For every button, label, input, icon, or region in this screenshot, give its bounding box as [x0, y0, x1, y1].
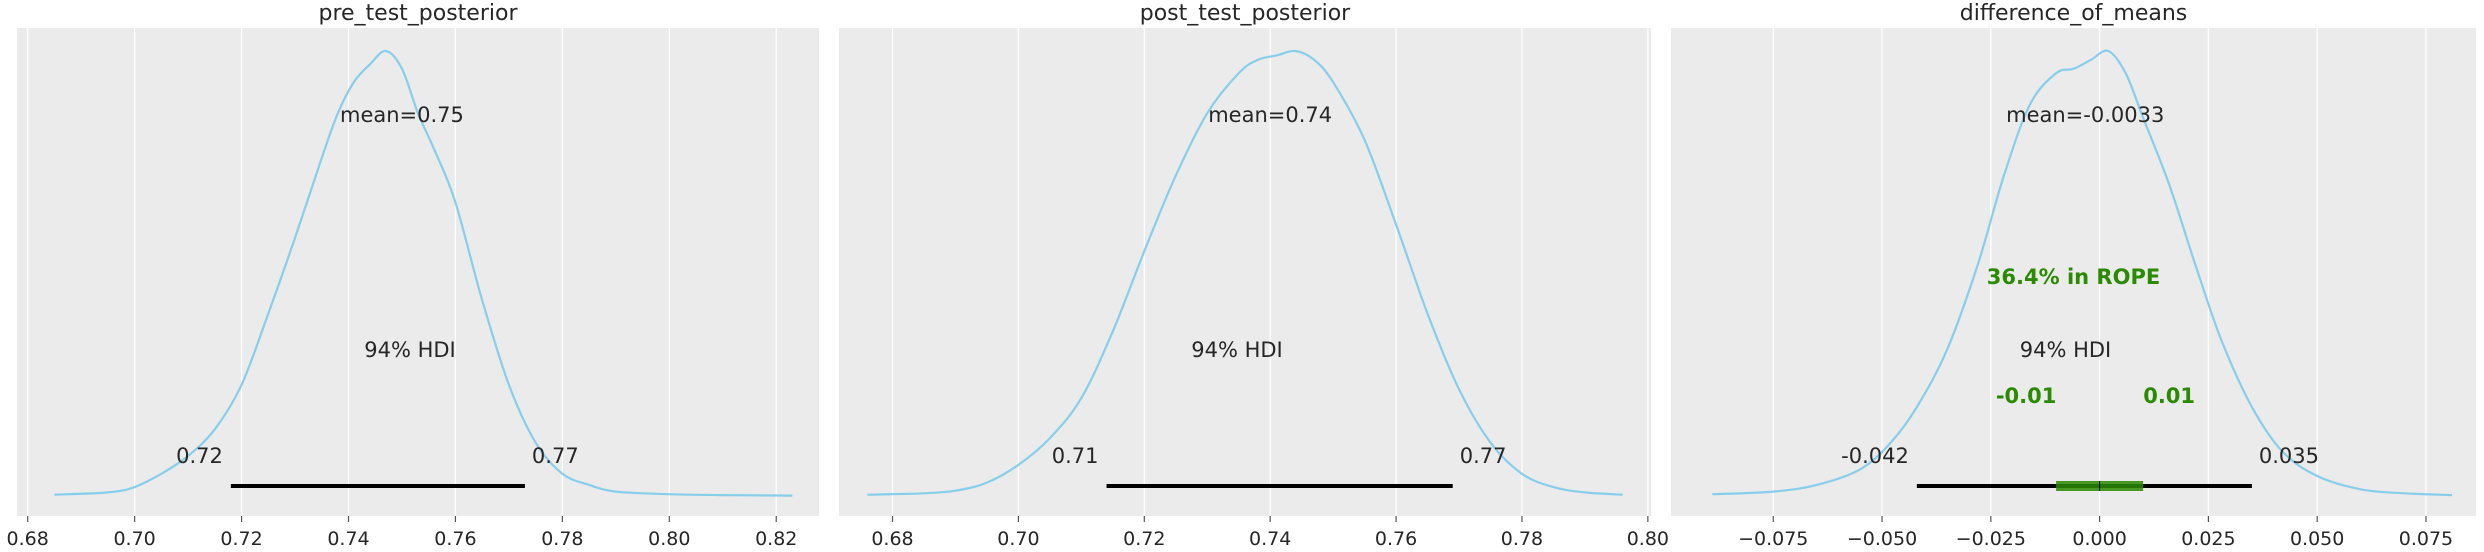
- kde-curve: [54, 49, 793, 497]
- x-tick-label: 0.68: [871, 528, 913, 550]
- x-tick-label: 0.76: [1375, 528, 1417, 550]
- hdi-low-label: 0.72: [176, 444, 223, 468]
- x-tick-label: 0.68: [7, 528, 49, 550]
- x-tick-label: −0.050: [1847, 528, 1917, 550]
- subplot-title: difference_of_means: [1960, 1, 2188, 26]
- x-tick-label: 0.82: [755, 528, 797, 550]
- hdi-low-label: -0.042: [1841, 444, 1909, 468]
- x-tick-label: −0.025: [1956, 528, 2026, 550]
- x-tick-label: 0.72: [220, 528, 262, 550]
- kde-curve: [867, 49, 1623, 496]
- hdi-high-label: 0.77: [532, 444, 579, 468]
- hdi-label: 94% HDI: [1191, 338, 1283, 362]
- hdi-high-label: 0.035: [2259, 444, 2319, 468]
- hdi-label: 94% HDI: [364, 338, 456, 362]
- x-tick-label: 0.000: [2072, 528, 2126, 550]
- x-tick-label: 0.80: [648, 528, 690, 550]
- mean-label: mean=0.74: [1208, 103, 1332, 127]
- x-tick-label: 0.70: [997, 528, 1039, 550]
- hdi-high-label: 0.77: [1460, 444, 1507, 468]
- plot-panel: [17, 28, 819, 516]
- kde-curve: [1712, 49, 2453, 497]
- x-tick-label: 0.050: [2290, 528, 2344, 550]
- x-tick-label: 0.76: [434, 528, 476, 550]
- x-tick-label: 0.80: [1627, 528, 1669, 550]
- x-tick-label: 0.74: [327, 528, 369, 550]
- x-tick-label: 0.075: [2399, 528, 2453, 550]
- x-tick-label: 0.72: [1123, 528, 1165, 550]
- rope-low-label: -0.01: [1996, 384, 2057, 408]
- subplot-title: post_test_posterior: [1140, 1, 1351, 26]
- rope-high-label: 0.01: [2143, 384, 2195, 408]
- plot-panel: [839, 28, 1651, 516]
- x-tick-label: 0.78: [1501, 528, 1543, 550]
- hdi-label: 94% HDI: [2020, 338, 2112, 362]
- x-tick-label: 0.025: [2181, 528, 2235, 550]
- x-tick-label: −0.075: [1738, 528, 1808, 550]
- mean-label: mean=0.75: [340, 103, 464, 127]
- x-tick-label: 0.78: [541, 528, 583, 550]
- x-tick-label: 0.74: [1249, 528, 1291, 550]
- mean-label: mean=-0.0033: [2006, 103, 2164, 127]
- subplot-title: pre_test_posterior: [318, 1, 518, 26]
- x-tick-label: 0.70: [113, 528, 155, 550]
- plot-panel: [1671, 28, 2476, 516]
- rope-percent-label: 36.4% in ROPE: [1987, 265, 2160, 289]
- hdi-low-label: 0.71: [1052, 444, 1099, 468]
